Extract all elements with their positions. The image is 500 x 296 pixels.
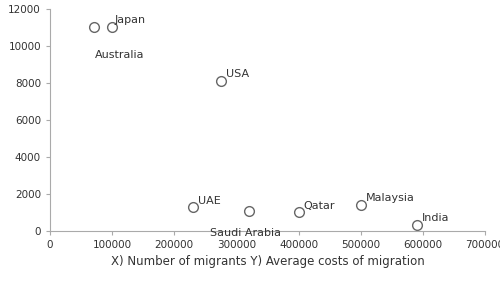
Text: UAE: UAE: [198, 196, 220, 206]
Text: Malaysia: Malaysia: [366, 193, 414, 203]
Text: Qatar: Qatar: [304, 202, 335, 211]
Text: India: India: [422, 213, 449, 223]
X-axis label: X) Number of migrants Y) Average costs of migration: X) Number of migrants Y) Average costs o…: [110, 255, 424, 268]
Text: Saudi Arabia: Saudi Arabia: [210, 228, 281, 238]
Text: Japan: Japan: [114, 15, 146, 25]
Text: Australia: Australia: [94, 50, 144, 59]
Text: USA: USA: [226, 69, 249, 79]
